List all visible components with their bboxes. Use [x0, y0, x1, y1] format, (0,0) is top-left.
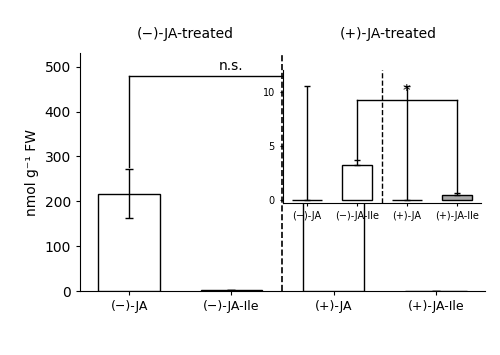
Text: (+)-JA-treated: (+)-JA-treated [340, 27, 436, 42]
Y-axis label: nmol g⁻¹ FW: nmol g⁻¹ FW [25, 129, 39, 216]
Bar [98, 194, 160, 291]
Text: (−)-JA-treated: (−)-JA-treated [137, 27, 234, 42]
Text: n.s.: n.s. [219, 59, 244, 73]
Bar [303, 140, 364, 291]
Bar [200, 290, 262, 291]
